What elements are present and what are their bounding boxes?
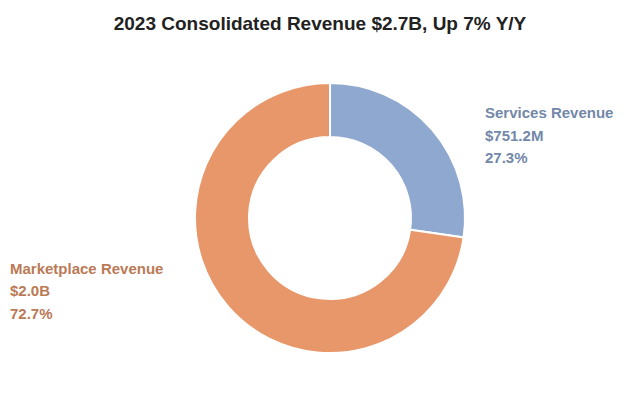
- label-amount: $2.0B: [10, 282, 50, 299]
- chart: 2023 Consolidated Revenue $2.7B, Up 7% Y…: [0, 0, 640, 394]
- label-category: Marketplace Revenue: [10, 260, 163, 277]
- slice-label: Marketplace Revenue $2.0B 72.7%: [10, 260, 163, 322]
- label-amount: $751.2M: [485, 127, 543, 144]
- slice: [195, 83, 464, 353]
- data-label: 72.7%: [10, 305, 53, 322]
- title: 2023 Consolidated Revenue $2.7B, Up 7% Y…: [114, 13, 527, 34]
- donut: [195, 83, 465, 353]
- slice: [330, 83, 465, 237]
- label-category: Services Revenue: [485, 104, 613, 121]
- data-label: 27.3%: [485, 149, 528, 166]
- slice-label: Services Revenue $751.2M 27.3%: [485, 104, 613, 166]
- chart-container: 2023 Consolidated Revenue $2.7B, Up 7% Y…: [0, 0, 640, 394]
